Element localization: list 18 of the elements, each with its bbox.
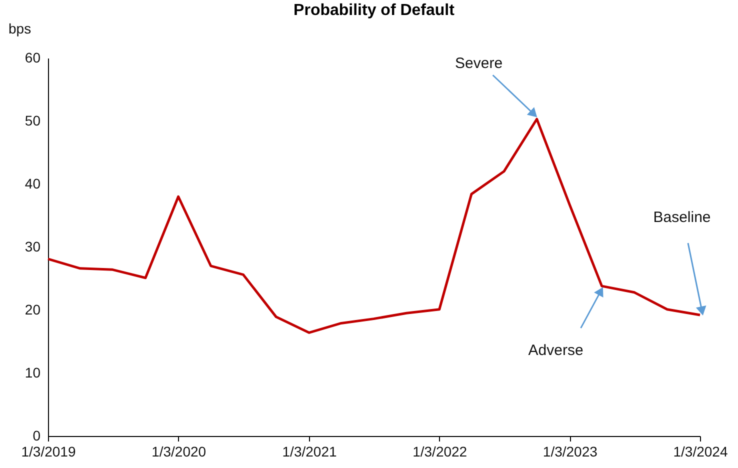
y-tick-label: 30 (24, 238, 41, 254)
x-tick-label: 1/3/2023 (542, 444, 598, 460)
x-tick-label: 1/3/2024 (673, 444, 728, 460)
x-tick-label: 1/3/2022 (412, 444, 468, 460)
x-tick-label: 1/3/2020 (152, 444, 206, 460)
y-axis-title: bps (8, 20, 32, 36)
x-tick-label: 1/3/2019 (21, 444, 76, 460)
x-tick-label: 1/3/2021 (282, 444, 337, 460)
y-tick-label: 0 (32, 428, 41, 444)
y-tick-label: 50 (24, 112, 41, 128)
annotation: Adverse (528, 342, 584, 360)
annotation: Severe (455, 55, 503, 72)
chart-title: Probability of Default (294, 2, 456, 19)
y-tick-label: 10 (24, 364, 41, 380)
y-tick-label: 60 (24, 50, 41, 66)
y-tick-label: 20 (24, 302, 41, 318)
y-tick-label: 40 (24, 176, 41, 192)
annotation: Baseline (653, 209, 711, 226)
